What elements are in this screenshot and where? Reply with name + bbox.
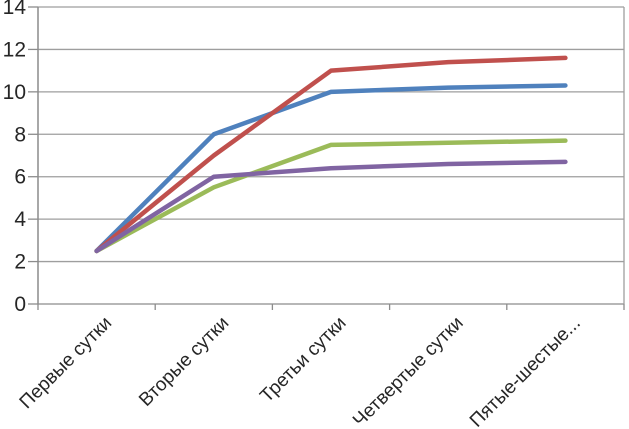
x-axis-category-label: Четвертые сутки	[349, 313, 468, 429]
series-3-green-line	[94, 138, 568, 254]
series-1-blue-line	[94, 83, 568, 254]
y-axis-tick-label: 6	[14, 166, 26, 189]
y-axis-tick-label: 4	[14, 208, 26, 231]
series-4-purple-line	[94, 159, 568, 254]
y-axis-tick-label: 14	[3, 0, 27, 19]
x-axis-category-label: Вторые сутки	[135, 313, 233, 411]
y-axis-tick-label: 2	[14, 251, 26, 274]
series-2-red-line	[94, 55, 568, 254]
y-axis-tick-label: 12	[3, 38, 26, 61]
y-axis-tick-label: 8	[14, 123, 26, 146]
x-axis-category-label: Третьи сутки	[256, 313, 350, 407]
y-axis-tick-label: 0	[14, 293, 26, 316]
x-axis-category-label: Первые сутки	[16, 313, 116, 413]
y-axis-tick-label: 10	[3, 81, 26, 104]
x-axis-category-label: Пятые-шестые...	[466, 313, 585, 429]
